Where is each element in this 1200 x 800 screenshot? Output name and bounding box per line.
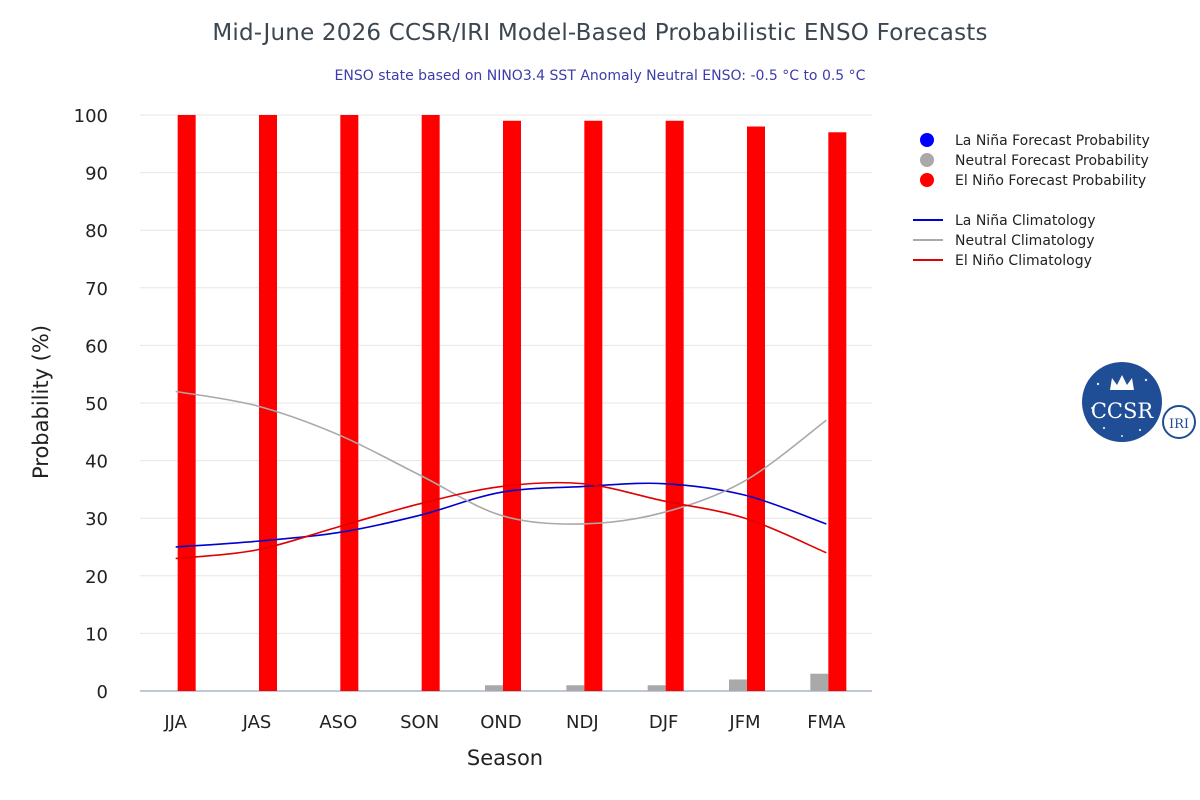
x-tick-label: FMA (807, 712, 846, 733)
bar-neutral-forecast-probability-ndj (566, 685, 585, 691)
chart-title: Mid-June 2026 CCSR/IRI Model-Based Proba… (212, 20, 988, 46)
line-la-nina-climatology (175, 482, 827, 548)
legend-label-el-nino-climatology: El Niño Climatology (955, 253, 1092, 269)
y-tick-label: 10 (85, 624, 108, 645)
iri-logo-text: IRI (1169, 417, 1189, 432)
crown-icon (1110, 375, 1134, 390)
y-tick-label: 30 (85, 509, 108, 530)
bar-el-nino-forecast-probability-jas (259, 115, 277, 691)
bar-neutral-forecast-probability-ond (485, 685, 503, 691)
x-tick-label: JAS (242, 712, 272, 733)
bar-el-nino-forecast-probability-ndj (584, 120, 603, 691)
chart-subtitle: ENSO state based on NINO3.4 SST Anomaly … (334, 68, 866, 84)
legend-marker-el-nino-forecast-probability (920, 173, 934, 187)
line-el-nino-climatology (175, 481, 827, 560)
x-tick-label: ASO (319, 712, 357, 733)
ccsr-logo: CCSR IRI (1082, 362, 1196, 442)
bar-neutral-forecast-probability-djf (647, 685, 666, 691)
y-tick-label: 90 (85, 164, 108, 185)
climatology-lines (175, 390, 827, 560)
bar-el-nino-forecast-probability-djf (665, 120, 684, 691)
legend-label-neutral-forecast-probability: Neutral Forecast Probability (955, 153, 1149, 169)
line-neutral-climatology (175, 390, 827, 525)
x-tick-label: SON (400, 712, 439, 733)
y-tick-label: 50 (85, 394, 108, 415)
legend-label-el-nino-forecast-probability: El Niño Forecast Probability (955, 173, 1146, 189)
bar-el-nino-forecast-probability-fma (828, 132, 847, 691)
x-axis-title: Season (467, 746, 543, 770)
x-tick-label: NDJ (566, 712, 599, 733)
bar-el-nino-forecast-probability-jja (177, 115, 196, 691)
bar-neutral-forecast-probability-fma (810, 673, 829, 691)
y-tick-label: 20 (85, 567, 108, 588)
x-axis-ticks: JJA JAS ASO SON OND NDJ DJF JFM FMA (163, 712, 846, 733)
star-field (1091, 378, 1148, 437)
legend-marker-neutral-forecast-probability (920, 153, 934, 167)
y-tick-label: 70 (85, 279, 108, 300)
x-tick-label: DJF (649, 712, 679, 733)
y-tick-label: 60 (85, 336, 108, 357)
legend-label-neutral-climatology: Neutral Climatology (955, 233, 1095, 249)
y-tick-label: 0 (97, 682, 108, 703)
y-tick-label: 100 (74, 106, 108, 127)
x-tick-label: JFM (728, 712, 760, 733)
y-axis-ticks: 0 10 20 30 40 50 60 70 80 90 100 (74, 106, 108, 703)
x-tick-label: OND (480, 712, 522, 733)
ccsr-logo-text: CCSR (1091, 399, 1155, 423)
y-axis-title: Probability (%) (29, 325, 53, 479)
ccsr-seal (1082, 362, 1162, 442)
legend-label-la-nina-climatology: La Niña Climatology (955, 213, 1096, 229)
bar-el-nino-forecast-probability-son (421, 115, 440, 691)
bar-neutral-forecast-probability-jfm (729, 679, 747, 691)
legend-marker-la-nina-forecast-probability (920, 133, 934, 147)
bar-el-nino-forecast-probability-aso (340, 115, 359, 691)
legend: La Niña Forecast Probability Neutral Fore… (913, 133, 1150, 269)
bar-el-nino-forecast-probability-jfm (747, 126, 765, 691)
iri-badge (1162, 405, 1196, 439)
legend-label-la-nina-forecast-probability: La Niña Forecast Probability (955, 133, 1150, 149)
bar-el-nino-forecast-probability-ond (503, 120, 521, 691)
y-tick-label: 80 (85, 221, 108, 242)
y-tick-label: 40 (85, 452, 108, 473)
x-tick-label: JJA (163, 712, 187, 733)
